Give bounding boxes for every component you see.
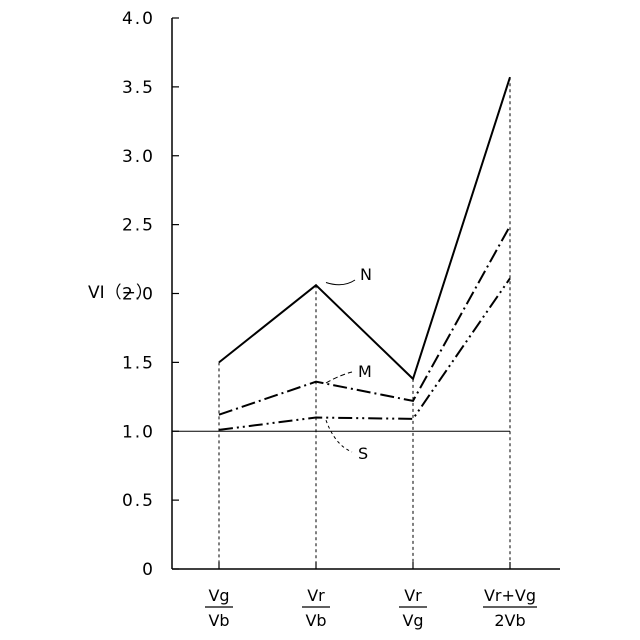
category-label: Vg Vb bbox=[205, 586, 233, 630]
category-numerator: Vr+Vg bbox=[484, 586, 536, 605]
y-tick-label: 1.5 bbox=[122, 353, 155, 373]
category-denominator: Vb bbox=[305, 611, 326, 630]
y-axis-label: VI（−） bbox=[88, 283, 153, 303]
category-numerator: Vr bbox=[307, 586, 325, 605]
leader-line-M bbox=[326, 372, 352, 383]
category-denominator: 2Vb bbox=[494, 611, 525, 630]
y-tick-label: 1.0 bbox=[122, 422, 155, 442]
y-tick-label: 0 bbox=[142, 560, 155, 580]
y-tick-label: 3.5 bbox=[122, 78, 155, 98]
y-tick-label: 0.5 bbox=[122, 491, 155, 511]
category-denominator: Vb bbox=[208, 611, 229, 630]
series-labels: N M S bbox=[326, 265, 372, 463]
category-label: Vr+Vg 2Vb bbox=[483, 586, 537, 630]
y-tick-label: 3.0 bbox=[122, 147, 155, 167]
category-numerator: Vg bbox=[208, 586, 229, 605]
category-label: Vr Vg bbox=[399, 586, 427, 630]
category-label: Vr Vb bbox=[302, 586, 330, 630]
series-line-M bbox=[219, 226, 510, 415]
leader-line-N bbox=[326, 280, 355, 285]
category-denominator: Vg bbox=[402, 611, 423, 630]
x-category-labels: Vg Vb Vr Vb Vr Vg Vr+Vg 2Vb bbox=[205, 562, 537, 630]
series-label-S: S bbox=[358, 444, 368, 463]
series-label-N: N bbox=[360, 265, 372, 284]
leader-line-S bbox=[326, 420, 352, 452]
series-label-M: M bbox=[358, 362, 372, 381]
y-tick-label: 4.0 bbox=[122, 9, 155, 29]
series-line-S bbox=[219, 278, 510, 430]
y-tick-label: 2.5 bbox=[122, 216, 155, 236]
category-numerator: Vr bbox=[404, 586, 422, 605]
series-line-N bbox=[219, 77, 510, 379]
guide-lines bbox=[219, 77, 510, 569]
